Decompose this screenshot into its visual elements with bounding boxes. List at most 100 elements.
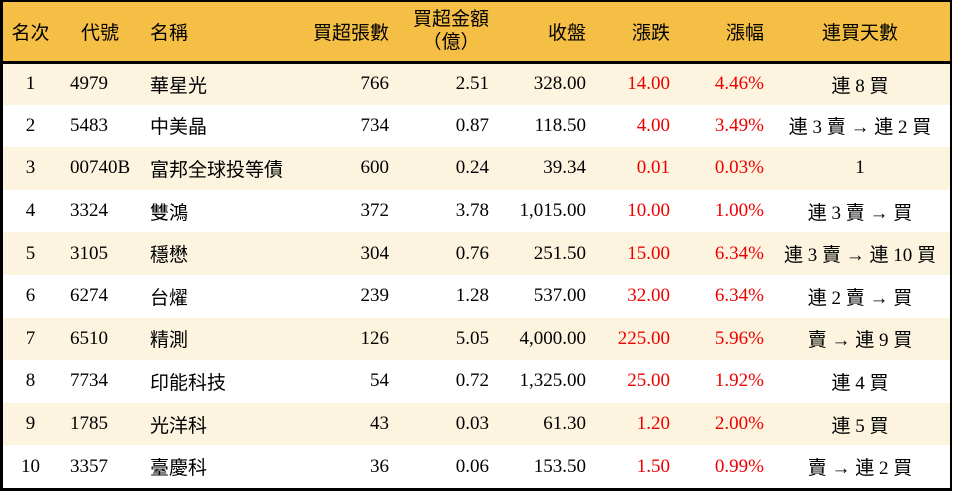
cell-pct: 4.46% — [714, 73, 764, 95]
cell-code: 3105 — [70, 242, 108, 264]
cell-days: 連 5 買 — [831, 415, 889, 437]
cell-amount: 0.76 — [455, 242, 489, 264]
cell-days: 賣 → 連 2 買 — [807, 458, 913, 480]
cell-amount: 1.28 — [455, 285, 489, 307]
cell-volume: 43 — [370, 413, 389, 435]
cell-volume: 239 — [360, 285, 390, 307]
header-code: 代號 — [58, 2, 143, 64]
cell-rank: 9 — [25, 413, 36, 435]
cell-code: 5483 — [70, 114, 108, 136]
cell-amount: 0.72 — [455, 370, 489, 392]
table-body: 1 4979 華星光 766 2.51 328.00 14.00 4.46% 連 8 買 2 548… — [3, 62, 950, 488]
cell-pct: 6.34% — [714, 242, 764, 264]
cell-days: 連 3 賣 → 買 — [807, 202, 913, 224]
cell-days: 連 4 買 — [831, 372, 889, 394]
cell-rank: 4 — [25, 200, 36, 222]
cell-change: 1.50 — [636, 455, 670, 477]
cell-change: 10.00 — [627, 200, 670, 222]
cell-name: 臺慶科 — [150, 458, 208, 480]
cell-name: 台燿 — [150, 287, 189, 309]
cell-change: 1.20 — [636, 413, 670, 435]
cell-close: 153.50 — [533, 455, 586, 477]
header-days: 連買天數 — [770, 2, 950, 64]
cell-rank: 1 — [25, 73, 36, 95]
cell-close: 61.30 — [543, 413, 586, 435]
table-row: 5 3105 穩懋 304 0.76 251.50 15.00 6.34% 連 3 賣 → 連 … — [3, 232, 950, 275]
cell-close: 1,015.00 — [519, 200, 587, 222]
cell-rank: 5 — [25, 242, 36, 264]
cell-name: 光洋科 — [150, 415, 208, 437]
cell-amount: 0.24 — [455, 157, 489, 179]
cell-amount: 3.78 — [455, 200, 489, 222]
header-name: 名稱 — [143, 2, 313, 64]
header-change: 漲跌 — [592, 2, 677, 64]
cell-close: 4,000.00 — [519, 327, 587, 349]
cell-rank: 8 — [25, 370, 36, 392]
header-amount-line1: 買超金額 — [412, 8, 489, 30]
cell-pct: 1.00% — [714, 200, 764, 222]
cell-volume: 734 — [360, 114, 390, 136]
table-row: 7 6510 精測 126 5.05 4,000.00 225.00 5.96% 賣 → 連 9… — [3, 317, 950, 361]
cell-amount: 5.05 — [455, 327, 489, 349]
cell-amount: 2.51 — [455, 73, 489, 95]
cell-name: 中美晶 — [150, 117, 208, 139]
cell-amount: 0.06 — [455, 455, 489, 477]
cell-name: 印能科技 — [150, 372, 227, 394]
header-amount-line2: （億） — [422, 32, 480, 54]
table-row: 6 6274 台燿 239 1.28 537.00 32.00 6.34% 連 2 賣 → 買 — [3, 274, 950, 318]
cell-rank: 7 — [25, 327, 36, 349]
table-header: 名次 代號 名稱 買超張數 買超金額 （億） 收盤 漲跌 漲幅 連買天數 — [3, 2, 950, 64]
table-row: 2 5483 中美晶 734 0.87 118.50 4.00 3.49% 連 3 賣 → 連 … — [3, 104, 950, 148]
cell-close: 118.50 — [534, 114, 586, 136]
cell-pct: 1.92% — [714, 370, 764, 392]
cell-code: 4979 — [70, 73, 108, 95]
cell-code: 00740B — [70, 157, 131, 179]
cell-volume: 126 — [360, 327, 390, 349]
cell-change: 0.01 — [636, 157, 670, 179]
cell-days: 連 8 買 — [831, 75, 889, 97]
cell-close: 537.00 — [533, 285, 586, 307]
cell-pct: 0.99% — [714, 455, 764, 477]
cell-name: 華星光 — [150, 75, 208, 97]
cell-code: 3324 — [70, 200, 108, 222]
header-rank: 名次 — [3, 2, 58, 64]
cell-change: 14.00 — [627, 73, 670, 95]
table-row: 4 3324 雙鴻 372 3.78 1,015.00 10.00 1.00% 連 3 賣 → … — [3, 189, 950, 233]
table-row: 9 1785 光洋科 43 0.03 61.30 1.20 2.00% 連 5 買 — [3, 402, 950, 446]
header-row: 名次 代號 名稱 買超張數 買超金額 （億） 收盤 漲跌 漲幅 連買天數 — [3, 2, 950, 64]
cell-rank: 10 — [21, 455, 40, 477]
cell-name: 富邦全球投等債 — [150, 159, 284, 181]
header-close: 收盤 — [495, 2, 592, 64]
table-row: 1 4979 華星光 766 2.51 328.00 14.00 4.46% 連 8 買 — [3, 62, 950, 105]
cell-days: 連 3 賣 → 連 2 買 — [788, 117, 932, 139]
cell-change: 25.00 — [627, 370, 670, 392]
cell-volume: 36 — [370, 455, 389, 477]
cell-rank: 3 — [25, 157, 36, 179]
cell-days: 連 3 賣 → 連 10 買 — [783, 245, 936, 267]
cell-close: 1,325.00 — [519, 370, 587, 392]
cell-pct: 3.49% — [714, 114, 764, 136]
cell-days: 賣 → 連 9 買 — [807, 330, 913, 352]
cell-volume: 766 — [360, 73, 390, 95]
cell-rank: 2 — [25, 114, 36, 136]
cell-change: 32.00 — [627, 285, 670, 307]
cell-amount: 0.87 — [455, 114, 489, 136]
cell-code: 3357 — [70, 455, 108, 477]
cell-pct: 5.96% — [714, 327, 764, 349]
cell-days: 1 — [855, 157, 865, 179]
cell-pct: 2.00% — [714, 413, 764, 435]
cell-rank: 6 — [25, 285, 36, 307]
cell-close: 39.34 — [543, 157, 586, 179]
header-amount: 買超金額 （億） — [395, 2, 495, 64]
broker-net-buy-table: 名次 代號 名稱 買超張數 買超金額 （億） 收盤 漲跌 漲幅 連買天數 — [3, 2, 950, 488]
cell-volume: 54 — [370, 370, 389, 392]
cell-pct: 6.34% — [714, 285, 764, 307]
table-row: 8 7734 印能科技 54 0.72 1,325.00 25.00 1.92% 連 4 買 — [3, 360, 950, 403]
cell-code: 6510 — [70, 327, 108, 349]
cell-volume: 304 — [360, 242, 390, 264]
cell-close: 328.00 — [533, 73, 586, 95]
cell-change: 15.00 — [627, 242, 670, 264]
cell-amount: 0.03 — [455, 413, 489, 435]
